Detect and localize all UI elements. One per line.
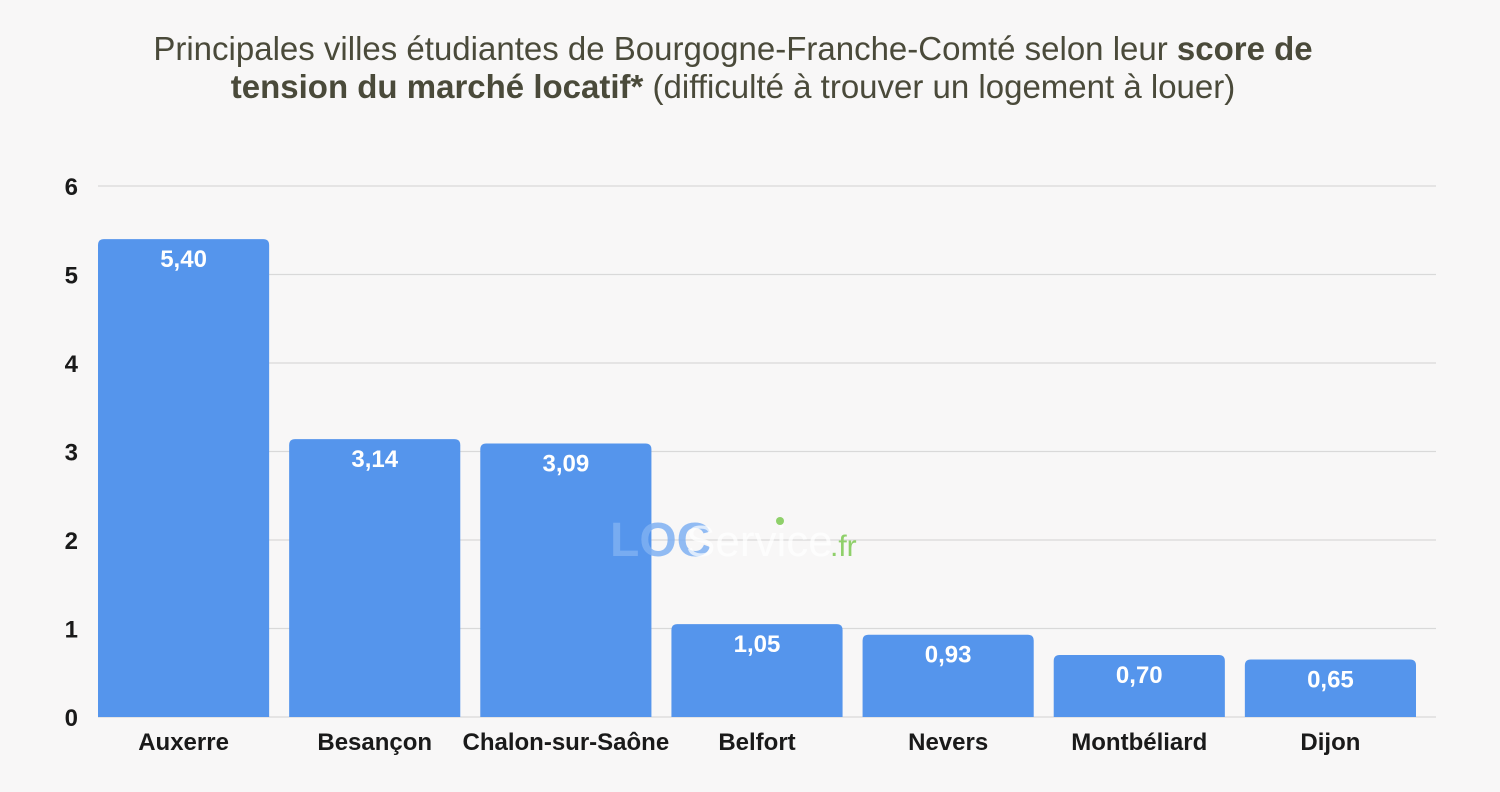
data-label: 3,09 <box>542 451 589 478</box>
bar <box>862 634 1034 717</box>
title-bold-1: score de <box>1176 30 1313 67</box>
bar <box>671 624 843 717</box>
x-tick-label: Besançon <box>317 729 432 756</box>
x-tick-label: Montbéliard <box>1071 729 1207 756</box>
y-tick-label: 3 <box>65 440 78 467</box>
watermark-tld: .fr <box>830 530 857 563</box>
y-tick-label: 4 <box>65 351 79 378</box>
watermark-loc: LOC <box>610 514 711 567</box>
data-label: 0,93 <box>925 642 972 669</box>
x-axis: Auxerre Besançon Chalon-sur-Saône Belfort Ne… <box>138 729 1360 756</box>
y-tick-label: 1 <box>65 617 78 644</box>
x-tick-label: Auxerre <box>138 729 229 756</box>
y-tick-label: 2 <box>65 528 78 555</box>
watermark-dot <box>776 517 784 525</box>
data-label: 0,65 <box>1307 666 1354 693</box>
x-tick-label: Nevers <box>908 729 988 756</box>
y-tick-label: 6 <box>65 174 78 201</box>
title-bold-2: tension du marché locatif* <box>230 68 644 105</box>
y-tick-label: 5 <box>65 263 78 290</box>
bar <box>480 443 652 717</box>
watermark-logo: LOC Service .fr <box>610 514 857 567</box>
bar <box>289 439 461 717</box>
bar <box>1053 655 1225 717</box>
y-axis: 0 1 2 3 4 5 6 <box>65 174 79 732</box>
y-tick-label: 0 <box>65 705 78 732</box>
data-labels: 5,40 3,14 3,09 1,05 0,93 0,70 0,65 <box>160 246 1354 693</box>
x-tick-label: Dijon <box>1300 729 1360 756</box>
data-label: 1,05 <box>734 631 781 658</box>
bar <box>1244 659 1416 717</box>
bars <box>98 239 1416 717</box>
watermark-service: Service <box>686 517 833 566</box>
x-tick-label: Belfort <box>718 729 795 756</box>
data-label: 0,70 <box>1116 662 1163 689</box>
title-text-2: (difficulté à trouver un logement à loue… <box>643 68 1236 105</box>
title-text-1: Principales villes étudiantes de Bourgog… <box>153 30 1177 67</box>
bar <box>98 239 270 717</box>
data-label: 3,14 <box>351 446 398 473</box>
data-label: 5,40 <box>160 246 207 273</box>
x-tick-label: Chalon-sur-Saône <box>463 729 670 756</box>
chart-title: Principales villes étudiantes de Bourgog… <box>0 30 1466 106</box>
